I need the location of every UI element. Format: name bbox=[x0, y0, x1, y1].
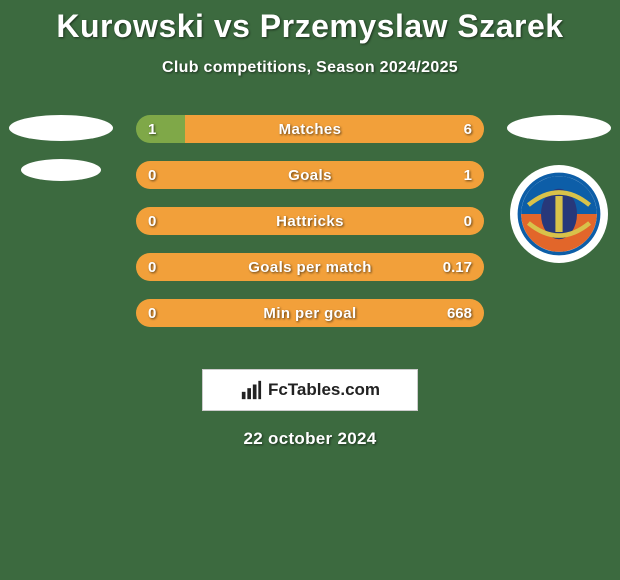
date-text: 22 october 2024 bbox=[0, 429, 620, 449]
stat-bar: 00Hattricks bbox=[136, 207, 484, 235]
stat-bar: 01Goals bbox=[136, 161, 484, 189]
player-right-club-logo bbox=[510, 165, 608, 263]
player-right-slot bbox=[504, 115, 614, 263]
stat-bars: 16Matches 01Goals 00Hattricks 00.17Goals pe… bbox=[136, 115, 484, 327]
stat-bar: 00.17Goals per match bbox=[136, 253, 484, 281]
brand-text: FcTables.com bbox=[268, 380, 380, 400]
bar-label: Goals bbox=[136, 161, 484, 189]
subtitle: Club competitions, Season 2024/2025 bbox=[0, 59, 620, 77]
player-left-slot bbox=[6, 115, 116, 181]
page-title: Kurowski vs Przemyslaw Szarek bbox=[0, 0, 620, 45]
bar-label: Hattricks bbox=[136, 207, 484, 235]
stat-bar: 16Matches bbox=[136, 115, 484, 143]
content: Kurowski vs Przemyslaw Szarek Club compe… bbox=[0, 0, 620, 449]
player-left-club-placeholder bbox=[21, 159, 101, 181]
player-left-avatar-placeholder bbox=[9, 115, 113, 141]
club-badge-icon bbox=[514, 169, 604, 259]
bar-label: Min per goal bbox=[136, 299, 484, 327]
brand-bars-icon bbox=[240, 379, 262, 401]
player-right-avatar-placeholder bbox=[507, 115, 611, 141]
bar-label: Matches bbox=[136, 115, 484, 143]
stat-bar: 0668Min per goal bbox=[136, 299, 484, 327]
bar-label: Goals per match bbox=[136, 253, 484, 281]
comparison-area: 16Matches 01Goals 00Hattricks 00.17Goals pe… bbox=[0, 115, 620, 347]
brand-box[interactable]: FcTables.com bbox=[202, 369, 418, 411]
